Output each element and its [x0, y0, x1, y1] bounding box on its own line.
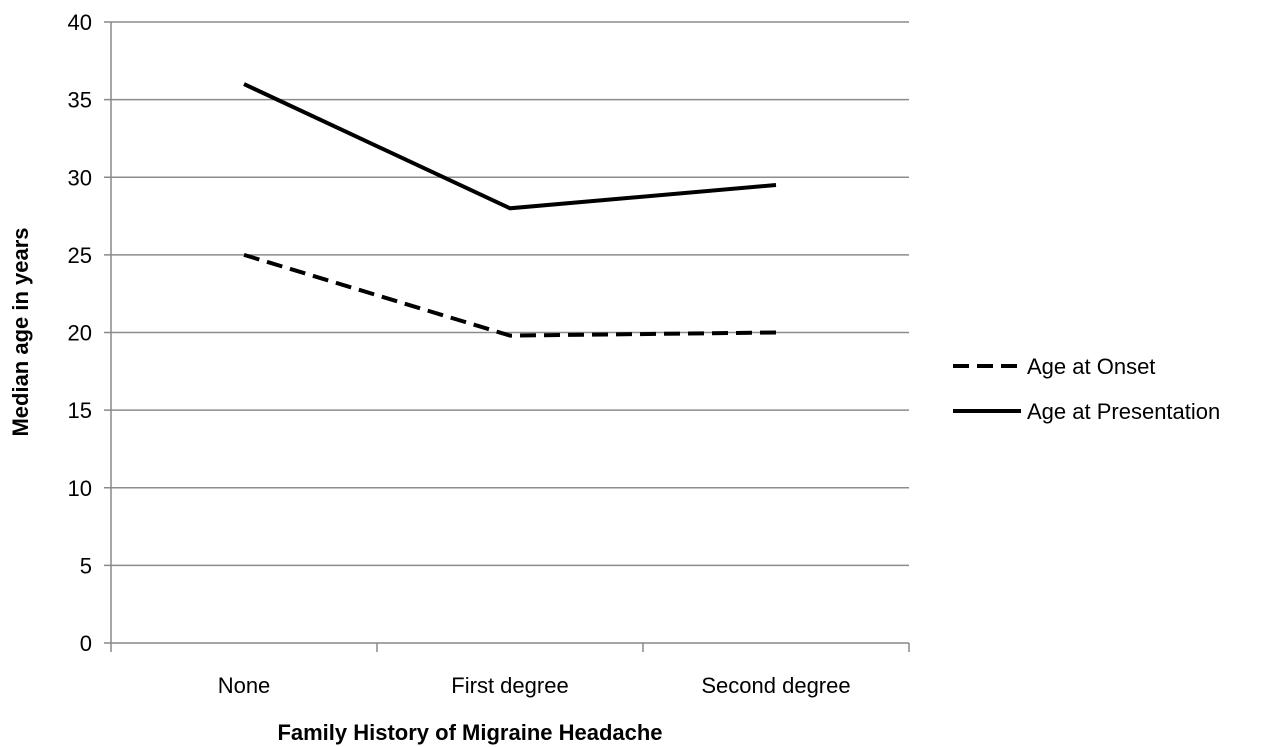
axes [110, 22, 909, 644]
y-axis-title: Median age in years [8, 227, 33, 436]
series-lines [243, 82, 777, 338]
x-tick-label: First degree [451, 673, 568, 698]
x-tick-label: None [218, 673, 271, 698]
legend-label: Age at Onset [1027, 354, 1155, 379]
y-tick-label: 25 [68, 243, 92, 268]
gridlines [104, 21, 909, 644]
x-tick-label: Second degree [701, 673, 850, 698]
y-tick-label: 40 [68, 10, 92, 35]
y-tick-labels: 0 5 10 15 20 25 30 35 40 [68, 10, 92, 656]
series-line-age-at-onset [243, 252, 777, 338]
legend: Age at Onset Age at Presentation [953, 354, 1220, 424]
y-tick-label: 30 [68, 165, 92, 190]
y-tick-label: 5 [80, 553, 92, 578]
legend-label: Age at Presentation [1027, 399, 1220, 424]
y-tick-label: 15 [68, 398, 92, 423]
x-axis-title: Family History of Migraine Headache [277, 720, 662, 745]
y-tick-label: 35 [68, 88, 92, 113]
series-line-age-at-presentation [243, 82, 777, 211]
y-tick-label: 20 [68, 321, 92, 346]
y-tick-label: 10 [68, 476, 92, 501]
y-tick-label: 0 [80, 631, 92, 656]
x-tick-labels: None First degree Second degree [110, 643, 910, 698]
